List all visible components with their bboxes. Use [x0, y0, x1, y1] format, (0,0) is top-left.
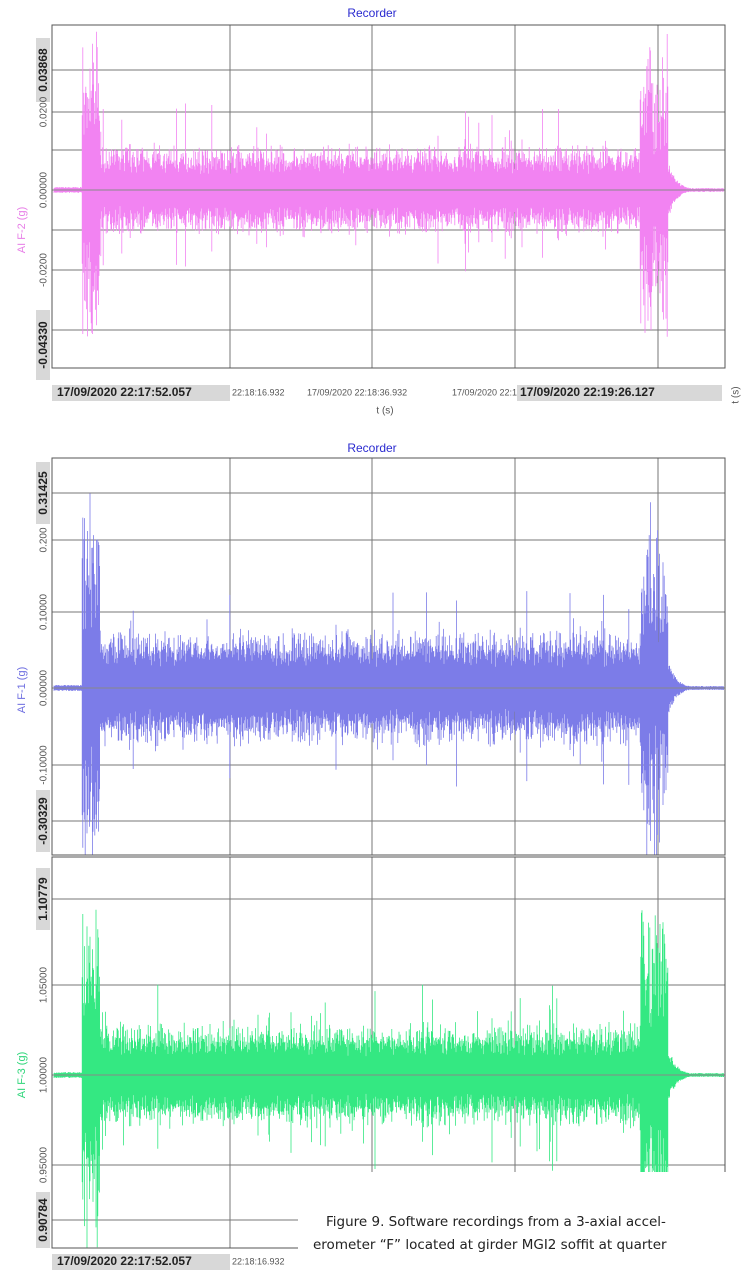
y-tick: -0.10000 — [39, 745, 50, 785]
x-tick: 17/09/2020 22:17:52.057 — [57, 385, 192, 399]
y-tick: 0.00000 — [39, 171, 50, 208]
y-label: AI F-3 (g) — [16, 1052, 28, 1098]
tick-box — [52, 1254, 230, 1270]
tick-box — [36, 868, 50, 930]
y-tick: 0.10000 — [39, 593, 50, 630]
caption-line: erometer “F” located at girder MGI2 soff… — [313, 1237, 667, 1253]
tick-box — [517, 385, 722, 401]
x-tick: 22:18:16.932 — [232, 1256, 285, 1266]
waveform — [53, 493, 724, 855]
side-label: t (s) — [731, 386, 742, 403]
caption-box — [298, 1172, 742, 1273]
y-tick: 0.95000 — [39, 1146, 50, 1183]
y-tick: -0.04330 — [36, 321, 50, 369]
y-tick: 1.00000 — [39, 1056, 50, 1093]
y-tick: -0.0200 — [39, 253, 50, 287]
x-tick: 17/09/2020 22:18:36.932 — [307, 387, 407, 397]
caption-line: Figure 9. Software recordings from a 3-a… — [326, 1214, 666, 1230]
panel-title: Recorder — [347, 6, 396, 20]
y-tick: 0.90784 — [36, 1198, 50, 1242]
tick-box — [36, 462, 50, 524]
plot-frame — [51, 24, 726, 369]
y-label: AI F-2 (g) — [16, 207, 28, 253]
y-tick: 0.31425 — [36, 471, 50, 515]
y-tick: -0.30329 — [36, 797, 50, 845]
tick-box — [36, 310, 50, 380]
tick-box — [52, 385, 230, 401]
y-tick: 0.0200 — [39, 96, 50, 127]
x-tick: 17/09/2020 22:18: — [452, 387, 525, 397]
x-tick: 17/09/2020 22:17:52.057 — [57, 1254, 192, 1268]
panel-title: Recorder — [347, 441, 396, 455]
y-tick: 0.00000 — [39, 669, 50, 706]
x-label: t (s) — [376, 406, 393, 417]
y-tick: 0.03868 — [36, 48, 50, 92]
x-tick: 22:18:16.932 — [232, 387, 285, 397]
y-tick: 1.10779 — [36, 877, 50, 921]
waveforms — [52, 25, 725, 1248]
tick-box — [36, 38, 50, 102]
y-tick: 0.200 — [39, 527, 50, 552]
plot-frame — [51, 457, 726, 856]
tick-box — [36, 790, 50, 852]
waveform — [53, 31, 724, 337]
y-label: AI F-1 (g) — [16, 667, 28, 713]
tick-box — [36, 1192, 50, 1248]
y-tick: 1.05000 — [39, 966, 50, 1003]
x-tick: 17/09/2020 22:19:26.127 — [520, 385, 655, 399]
